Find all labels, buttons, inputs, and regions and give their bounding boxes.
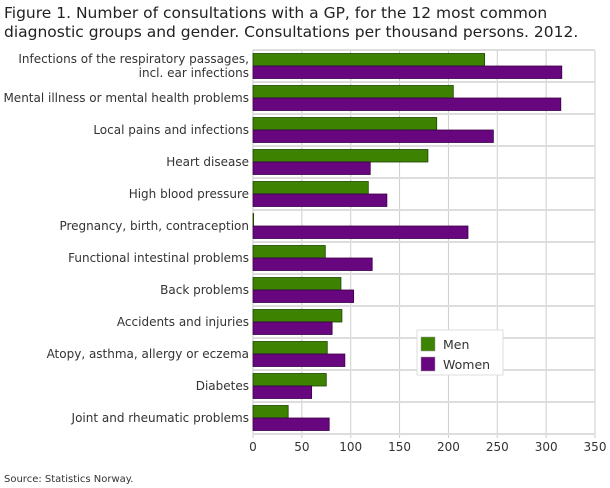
category-label: incl. ear infections (139, 66, 249, 80)
category-label: High blood pressure (129, 187, 249, 201)
x-tick-label: 0 (249, 440, 257, 454)
bar-women (252, 193, 388, 207)
bar-women (252, 129, 494, 143)
category-label: Diabetes (196, 379, 249, 393)
bar-men (252, 309, 343, 323)
bar-men (252, 245, 326, 259)
bar-men (252, 373, 327, 387)
legend-swatch-men (420, 336, 436, 352)
bar-men (252, 53, 485, 67)
legend-swatch-women (420, 356, 436, 372)
bar-men (252, 405, 289, 419)
bar-women (252, 385, 313, 399)
chart-title: Figure 1. Number of consultations with a… (4, 4, 579, 41)
bar-men (252, 117, 438, 131)
bar-women (252, 97, 562, 111)
bar-men (252, 341, 328, 355)
x-tick-label: 150 (388, 440, 411, 454)
category-label: Functional intestinal problems (68, 251, 249, 265)
x-tick-label: 250 (486, 440, 509, 454)
x-tick-label: 200 (437, 440, 460, 454)
bar-men (252, 149, 429, 163)
category-label: Pregnancy, birth, contraception (59, 219, 249, 233)
bar-men (252, 277, 342, 291)
category-label: Local pains and infections (93, 123, 249, 137)
bar-women (252, 321, 333, 335)
bar-women (252, 65, 563, 79)
x-tick-label: 100 (339, 440, 362, 454)
x-tick-label: 50 (294, 440, 309, 454)
bar-men (252, 85, 454, 99)
bar-women (252, 289, 355, 303)
category-label: Back problems (160, 283, 249, 297)
x-tick-label: 300 (535, 440, 558, 454)
bar-women (252, 225, 469, 239)
source-note: Source: Statistics Norway. (4, 474, 134, 485)
category-label: Mental illness or mental health problems (3, 91, 249, 105)
category-label: Atopy, asthma, allergy or eczema (47, 347, 249, 361)
bar-women (252, 257, 373, 271)
legend-label-men: Men (443, 337, 469, 352)
category-label: Heart disease (166, 155, 249, 169)
x-tick-label: 350 (584, 440, 607, 454)
bar-women (252, 161, 371, 175)
bar-women (252, 353, 346, 367)
bar-men (252, 181, 369, 195)
bar-men (252, 213, 255, 227)
category-label: Accidents and injuries (117, 315, 249, 329)
category-label: Joint and rheumatic problems (71, 411, 249, 425)
category-label: Infections of the respiratory passages, (18, 52, 249, 66)
bar-women (252, 417, 330, 431)
legend-label-women: Women (443, 357, 490, 372)
